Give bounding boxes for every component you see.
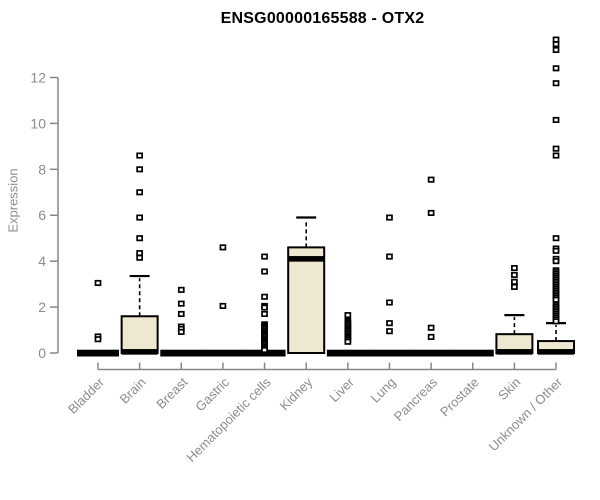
outlier-point [386,299,393,306]
y-tick-label: 10 [30,115,46,131]
x-tick-label: Gastric [192,374,232,414]
outlier-point [94,279,102,287]
y-tick-label: 8 [38,161,46,177]
collapsed-box-bar [77,349,119,357]
box [287,246,326,354]
box [120,315,159,355]
outlier-point [177,310,185,318]
outlier-point [511,278,518,285]
outlier-point [94,336,102,343]
outlier-point [511,271,518,278]
outlier-point [219,244,227,251]
x-tick-label: Skin [495,375,523,403]
outlier-point [261,346,268,354]
x-tick-label: Bladder [65,374,108,417]
box-median [538,349,575,355]
outlier-point [136,250,143,257]
collapsed-box-bar [326,349,369,357]
outlier-point [427,333,435,340]
outlier-point [261,293,268,300]
outlier-point [177,328,185,335]
x-tick-label: Kidney [277,374,316,413]
outlier-point [386,328,393,335]
x-tick-label: Pancreas [391,374,441,424]
outlier-point [177,286,185,293]
outlier-point [261,310,268,318]
x-tick-label: Brain [117,375,149,407]
outlier-point [261,268,268,275]
outlier-point [552,296,560,303]
outlier-point [552,145,560,152]
outlier-point [386,253,393,260]
y-tick-label: 4 [38,253,46,269]
box-median [496,349,533,355]
collapsed-box-bar [201,349,244,357]
outlier-point [552,152,560,159]
outlier-point [386,214,393,221]
outlier-point [427,209,435,216]
x-tick-label: Liver [326,374,357,405]
outlier-point [136,214,143,221]
collapsed-box-bar [451,349,494,357]
outlier-point [511,264,518,272]
outlier-point [427,324,435,331]
box-median [288,256,325,262]
collapsed-box-bar [243,349,286,357]
outlier-point [344,312,352,319]
y-tick-label: 2 [38,299,46,315]
outlier-point [136,166,143,173]
outlier-point [552,235,560,242]
y-tick-label: 12 [30,69,46,85]
outlier-point [552,65,560,72]
x-tick-label: Prostate [437,375,482,420]
outlier-point [261,253,268,260]
x-tick-label: Lung [368,375,399,406]
outlier-point [427,176,435,183]
outlier-point [552,258,560,265]
collapsed-box-bar [410,349,453,357]
outlier-point [552,46,560,53]
y-tick-label: 6 [38,207,46,223]
outlier-point [177,300,185,307]
outlier-point [552,318,560,325]
x-tick-label: Unknown / Other [486,374,566,454]
outlier-point [136,189,143,196]
outlier-point [219,302,227,309]
outlier-point [386,320,393,327]
outlier-point [136,235,143,242]
outlier-point [261,304,268,311]
outlier-point [552,41,560,48]
outlier-point [511,283,518,290]
outlier-point [136,254,143,261]
outlier-point [552,116,560,124]
collapsed-box-bar [160,349,203,357]
outlier-point [136,152,143,159]
outlier-point [552,80,560,87]
collapsed-box-bar [368,349,411,357]
x-tick-label: Breast [153,374,190,411]
chart-title: ENSG00000165588 - OTX2 [220,10,425,27]
outlier-point [552,247,560,254]
outlier-point [552,36,560,43]
box-median [121,349,158,355]
outlier-point [344,338,352,345]
y-tick-label: 0 [38,345,46,361]
